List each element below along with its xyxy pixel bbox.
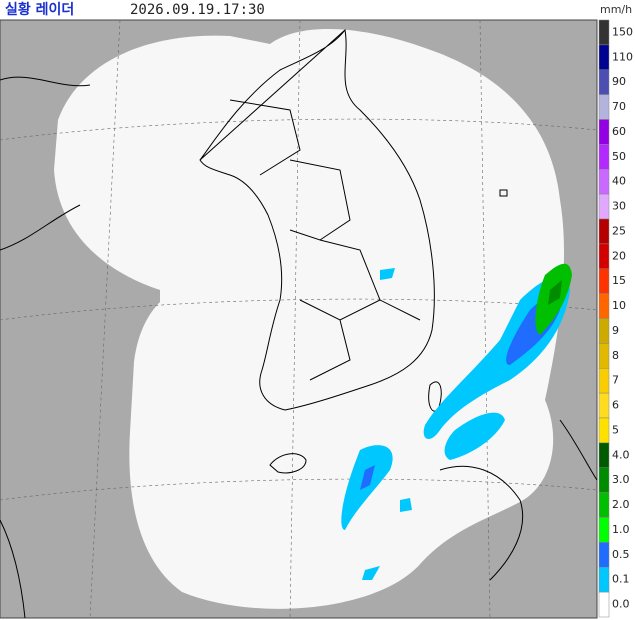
legend-swatch [598, 442, 610, 468]
legend-swatch [598, 343, 610, 369]
legend-label: 3.0 [612, 473, 630, 486]
legend-swatch [598, 293, 610, 319]
legend-swatch [598, 44, 610, 70]
legend-label: 15 [612, 274, 626, 287]
legend-label: 70 [612, 100, 626, 113]
legend-label: 4.0 [612, 448, 630, 461]
legend-swatch [598, 591, 610, 618]
legend-swatch [598, 467, 610, 493]
legend-label: 10 [612, 299, 626, 312]
legend-label: 30 [612, 200, 626, 213]
coverage [54, 29, 565, 609]
legend-swatch [598, 268, 610, 294]
legend-swatch [598, 193, 610, 220]
legend-swatch [598, 368, 610, 394]
legend-label: 9 [612, 324, 619, 337]
legend-swatch [598, 169, 610, 195]
legend-swatch [598, 318, 610, 344]
legend-label: 0.0 [612, 598, 630, 611]
graticule [0, 19, 598, 619]
legend-swatch [598, 417, 610, 444]
legend-label: 150 [612, 25, 633, 38]
unit: mm/h [600, 3, 632, 16]
legend-label: 6 [612, 399, 619, 412]
legend-label: 90 [612, 75, 626, 88]
legend-label: 1.0 [612, 523, 630, 536]
time: 2026.09.19.17:30 [130, 2, 265, 18]
legend-label: 0.5 [612, 548, 630, 561]
legend-swatch [598, 392, 610, 419]
legend-label: 5 [612, 423, 619, 436]
map [0, 19, 598, 619]
legend-label: 8 [612, 349, 619, 362]
legend-swatch [598, 243, 610, 269]
legend-label: 7 [612, 374, 619, 387]
legend-swatch [598, 542, 610, 568]
legend-swatch [598, 119, 610, 145]
legend-label: 25 [612, 224, 626, 237]
legend-swatch [598, 19, 610, 46]
legend-label: 40 [612, 175, 626, 188]
legend-swatch [598, 94, 610, 120]
legend-swatch [598, 218, 610, 245]
legend-swatch [598, 567, 610, 593]
legend-swatch [598, 517, 610, 543]
legend-swatch [598, 69, 610, 95]
legend-label: 20 [612, 249, 626, 262]
legend-label: 0.1 [612, 573, 630, 586]
legend-swatch [598, 144, 610, 170]
legend-label: 50 [612, 150, 626, 163]
coastline [0, 29, 598, 619]
legend-label: 60 [612, 125, 626, 138]
precipitation [341, 263, 572, 580]
legend-label: 110 [612, 50, 633, 63]
title: 실황 레이더 [5, 1, 74, 18]
legend: 150 110 90 70 60 50 40 30 25 20 15 10 9 8 7 6 5 4.0 3.0 2.0… [598, 19, 633, 618]
legend-label: 2.0 [612, 498, 630, 511]
legend-swatch [598, 492, 610, 518]
